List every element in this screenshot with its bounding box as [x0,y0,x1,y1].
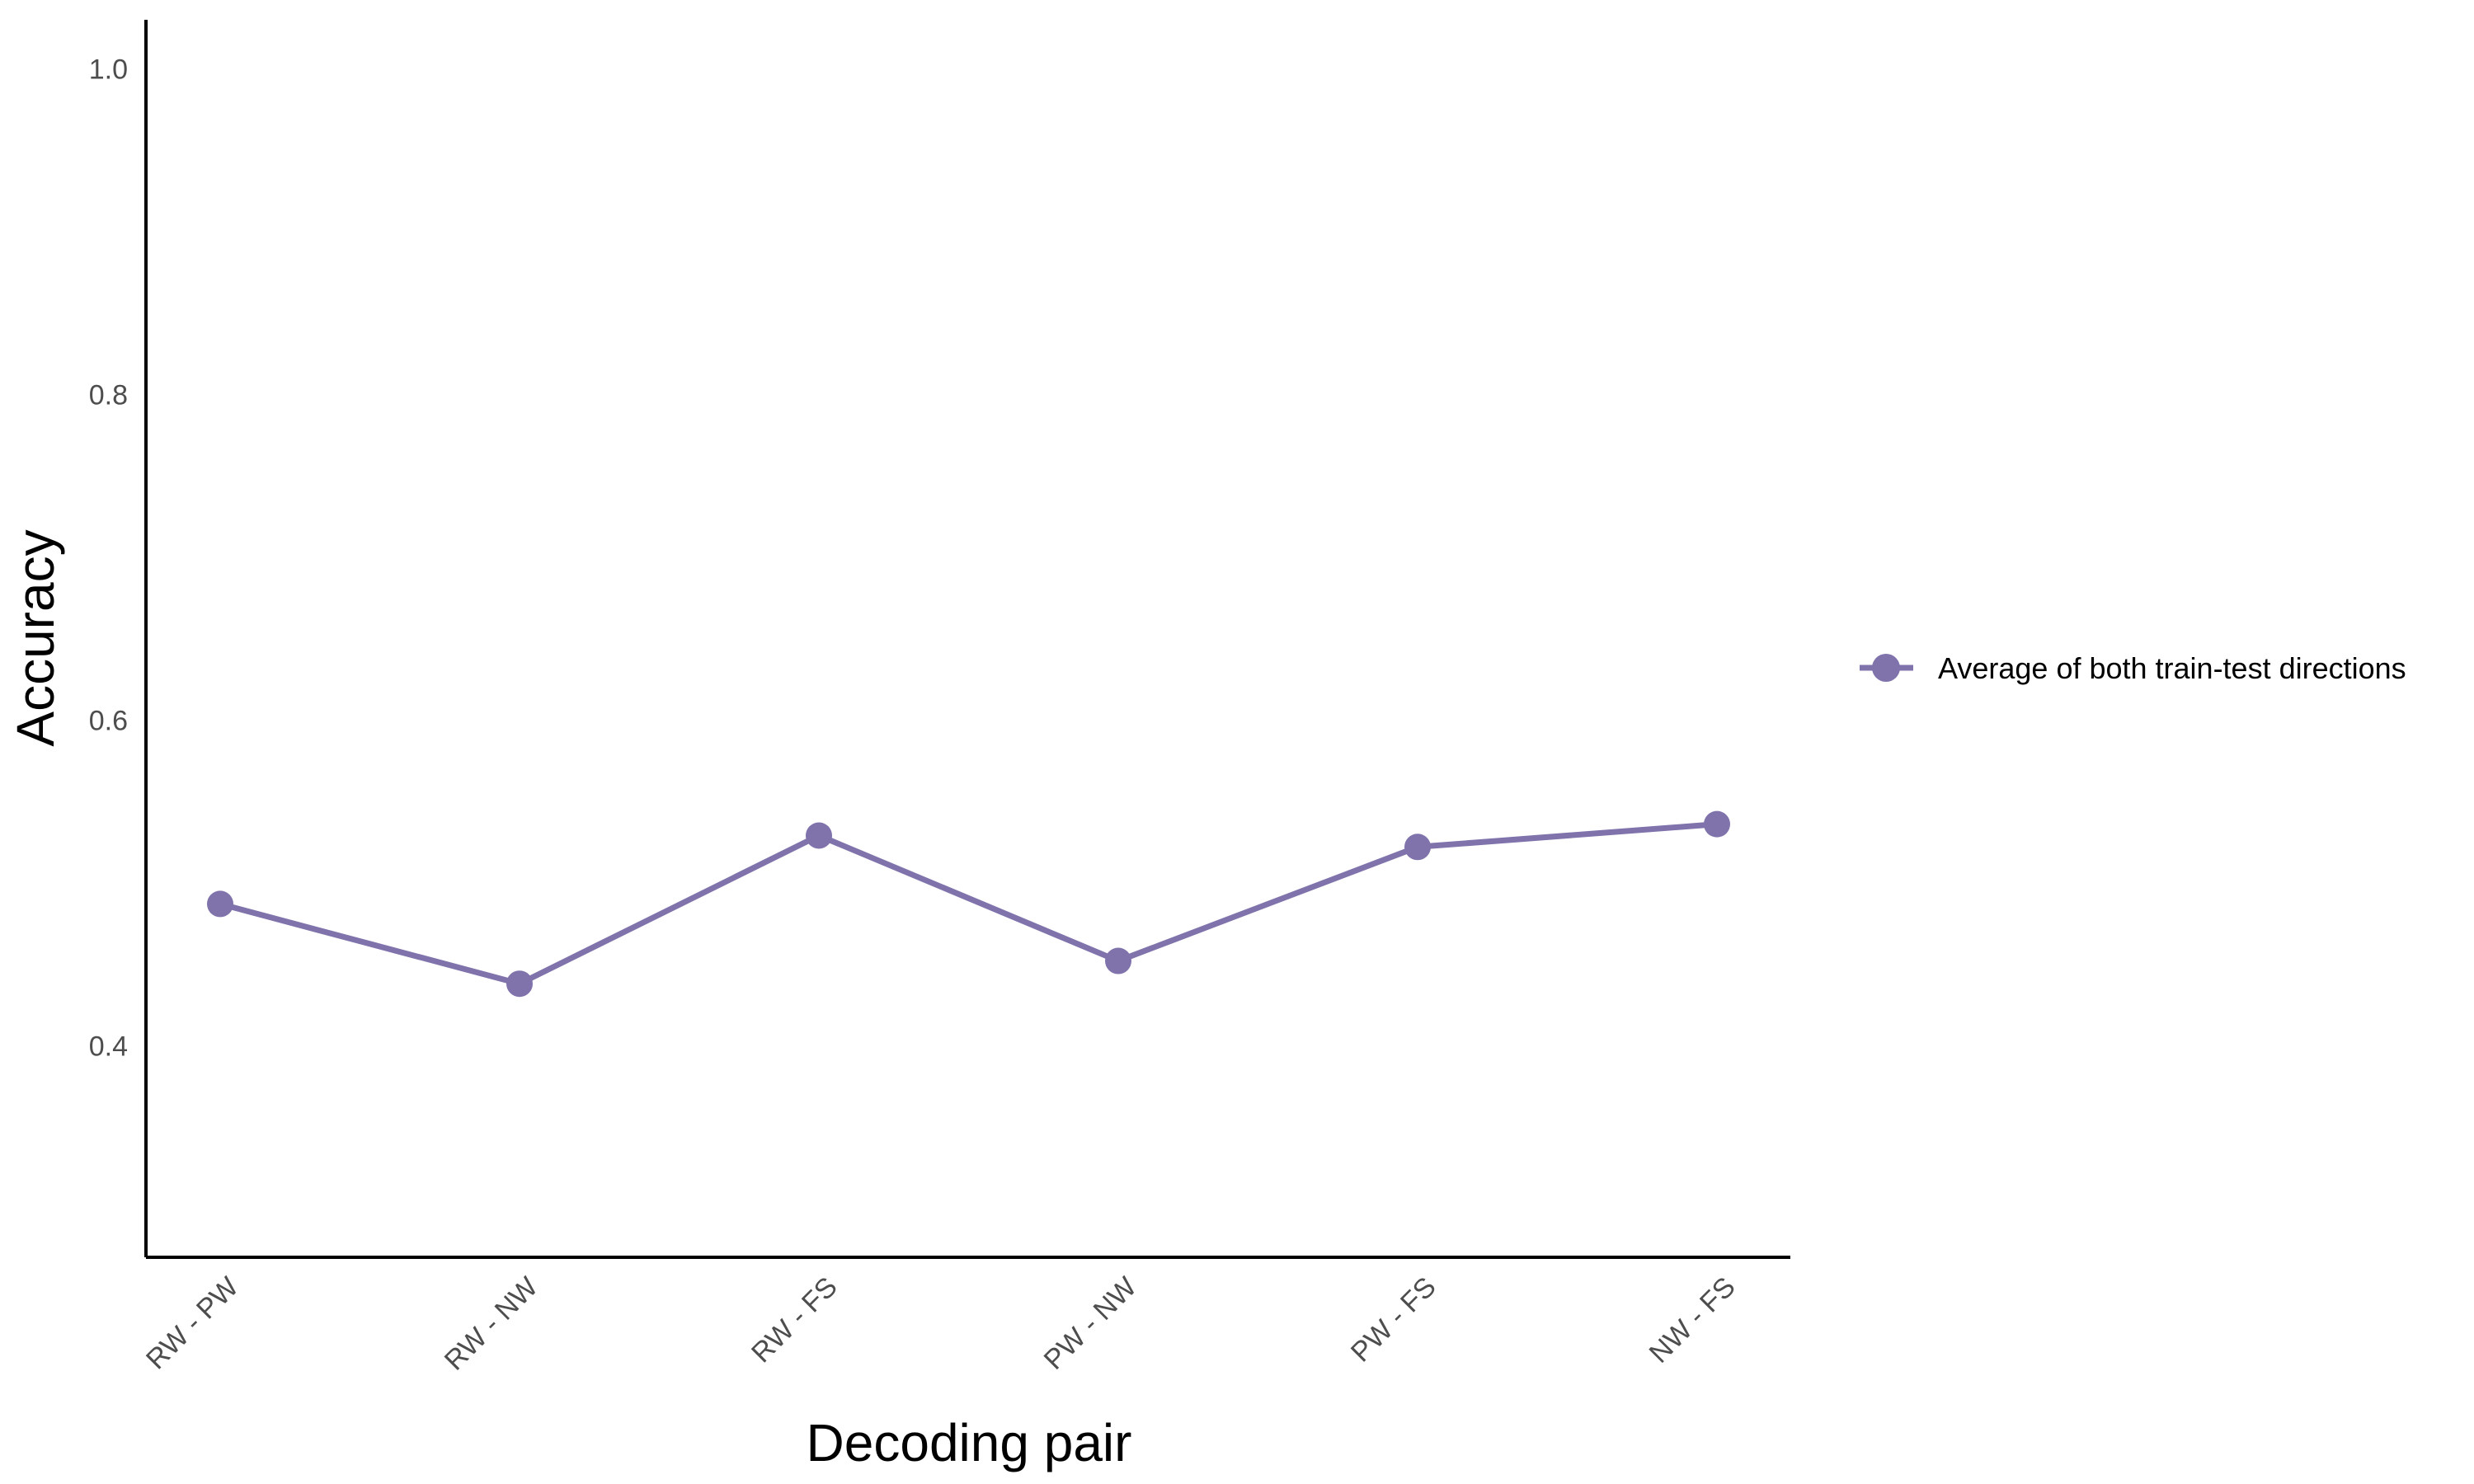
x-tick-label: NW - FS [1644,1271,1742,1369]
x-tick-label: RW - NW [439,1271,544,1377]
x-axis-title: Decoding pair [807,1413,1132,1472]
y-tick-label: 0.8 [89,379,128,411]
y-tick-label: 1.0 [89,54,128,85]
data-point [207,890,233,918]
y-tick-label: 0.4 [89,1031,128,1062]
data-point [506,970,533,998]
line-point-icon [1872,654,1900,682]
x-tick-label: PW - NW [1038,1271,1143,1376]
x-axis-ticks: RW - PW RW - NW RW - FS PW - NW PW - FS NW - … [140,1271,1742,1377]
x-tick-label: RW - FS [745,1271,844,1369]
data-point [1704,810,1730,838]
y-tick-label: 0.6 [89,705,128,736]
y-axis-ticks: 0.4 0.6 0.8 1.0 [89,54,128,1062]
x-tick-label: RW - PW [140,1271,245,1376]
data-point [806,822,832,849]
x-tick-label: PW - FS [1345,1271,1442,1369]
legend: Average of both train-test directions [1860,651,2406,685]
series-points [207,810,1730,998]
legend-label: Average of both train-test directions [1938,651,2406,685]
series-line [217,821,1720,987]
y-axis-title: Accuracy [6,529,65,746]
data-point [1105,947,1131,974]
data-point [1404,834,1431,861]
plot-area: 0.4 0.6 0.8 1.0 RW - PW RW - NW RW - FS PW - N… [89,20,1790,1377]
